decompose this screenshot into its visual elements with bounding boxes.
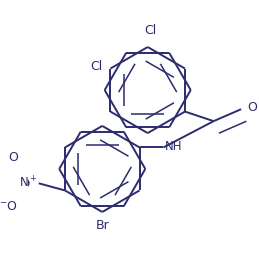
- Text: Cl: Cl: [90, 60, 102, 73]
- Text: Br: Br: [95, 219, 109, 232]
- Text: $^{-}$O: $^{-}$O: [0, 200, 18, 213]
- Text: NH: NH: [165, 140, 182, 153]
- Text: O: O: [9, 151, 18, 164]
- Text: Cl: Cl: [144, 24, 156, 38]
- Text: N$^+$: N$^+$: [19, 176, 38, 191]
- Text: O: O: [247, 102, 257, 114]
